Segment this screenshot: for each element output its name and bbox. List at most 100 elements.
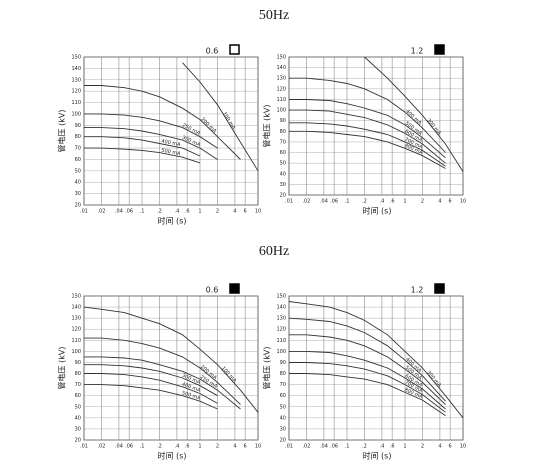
focus-marker	[229, 44, 240, 55]
x-axis-label: 时间 (s)	[363, 451, 392, 461]
y-tick-label: 110	[276, 97, 286, 103]
x-tick-label: .1	[140, 444, 145, 450]
y-tick-label: 120	[276, 86, 286, 92]
curve	[288, 301, 464, 419]
plot-area	[288, 295, 464, 441]
y-tick-label: 140	[71, 66, 81, 72]
series-label: 500 mA	[181, 390, 202, 402]
y-tick-label: 70	[280, 139, 286, 145]
y-axis-label: 管电压 (kV)	[262, 105, 272, 148]
x-tick-label: .06	[330, 199, 338, 205]
curve	[182, 62, 259, 172]
x-tick-label: .04	[320, 199, 328, 205]
x-tick-label: .1	[345, 199, 350, 205]
y-tick-label: 140	[276, 305, 286, 311]
curve	[289, 109, 446, 164]
x-tick-label: .02	[302, 199, 310, 205]
x-tick-label: .4	[175, 209, 180, 215]
series-label: 400 mA	[161, 138, 182, 148]
curve	[84, 136, 201, 157]
y-tick-label: 150	[276, 55, 286, 61]
chart-title: 1.2	[411, 286, 424, 295]
y-tick-label: 80	[280, 129, 286, 135]
y-tick-label: 30	[75, 426, 81, 432]
x-tick-label: .6	[185, 209, 190, 215]
y-tick-label: 80	[280, 371, 286, 377]
y-tick-label: 40	[280, 415, 286, 421]
y-tick-label: 20	[280, 193, 286, 199]
curve	[84, 85, 241, 160]
curve	[289, 130, 446, 169]
x-tick-label: 4	[438, 444, 441, 450]
x-axis-label: 时间 (s)	[158, 451, 187, 461]
y-tick-label: 80	[75, 134, 81, 140]
x-axis-label: 时间 (s)	[363, 206, 392, 216]
x-tick-label: 1	[403, 199, 406, 205]
x-tick-label: .4	[380, 444, 385, 450]
y-tick-label: 40	[75, 180, 81, 186]
curve	[289, 362, 446, 413]
curve	[84, 373, 218, 404]
x-tick-label: 4	[438, 199, 441, 205]
x-tick-label: .6	[390, 199, 395, 205]
x-tick-label: 10	[255, 444, 261, 450]
curve	[84, 384, 218, 410]
y-tick-label: 110	[71, 338, 81, 344]
y-tick-label: 130	[276, 76, 286, 82]
x-tick-label: 1	[198, 209, 201, 215]
x-tick-label: .6	[390, 444, 395, 450]
y-tick-label: 60	[280, 393, 286, 399]
y-tick-label: 120	[276, 327, 286, 333]
x-tick-label: .2	[362, 444, 367, 450]
curve	[289, 373, 446, 416]
y-tick-label: 90	[280, 360, 286, 366]
y-axis-label: 管电压 (kV)	[57, 347, 67, 390]
x-tick-label: .04	[115, 209, 123, 215]
y-tick-label: 30	[75, 191, 81, 197]
y-tick-label: 150	[71, 294, 81, 300]
y-tick-label: 50	[75, 404, 81, 410]
y-tick-label: 100	[71, 111, 81, 117]
x-tick-label: .04	[115, 444, 123, 450]
x-tick-label: .01	[285, 199, 293, 205]
curve	[84, 127, 218, 160]
x-tick-label: .4	[380, 199, 385, 205]
section-heading: 50Hz	[259, 8, 289, 23]
x-tick-label: .02	[302, 444, 310, 450]
x-tick-label: .02	[97, 209, 105, 215]
section-heading: 60Hz	[259, 244, 289, 259]
x-tick-label: .06	[125, 444, 133, 450]
curve	[289, 99, 446, 159]
x-tick-label: .04	[320, 444, 328, 450]
curve	[84, 356, 241, 410]
focus-marker	[229, 283, 240, 294]
y-tick-label: 80	[75, 371, 81, 377]
chart-title: 0.6	[206, 47, 219, 56]
x-tick-label: .2	[157, 209, 162, 215]
y-tick-label: 110	[71, 100, 81, 106]
y-axis-label: 管电压 (kV)	[57, 110, 67, 153]
y-tick-label: 60	[280, 150, 286, 156]
y-tick-label: 30	[280, 182, 286, 188]
y-tick-label: 60	[75, 393, 81, 399]
curve	[289, 122, 446, 167]
x-tick-label: .02	[97, 444, 105, 450]
focus-marker	[434, 44, 445, 55]
x-tick-label: 4	[233, 209, 236, 215]
y-tick-label: 40	[280, 171, 286, 177]
x-tick-label: 2	[421, 444, 424, 450]
y-tick-label: 70	[280, 382, 286, 388]
y-tick-label: 70	[75, 146, 81, 152]
curve	[289, 77, 446, 153]
y-tick-label: 50	[75, 168, 81, 174]
curve	[364, 56, 464, 172]
y-tick-label: 140	[276, 65, 286, 71]
curve	[289, 350, 446, 410]
x-tick-label: .1	[345, 444, 350, 450]
x-tick-label: 6	[449, 444, 452, 450]
plot-area	[83, 56, 259, 206]
x-tick-label: .01	[80, 209, 88, 215]
x-tick-label: 1	[198, 444, 201, 450]
